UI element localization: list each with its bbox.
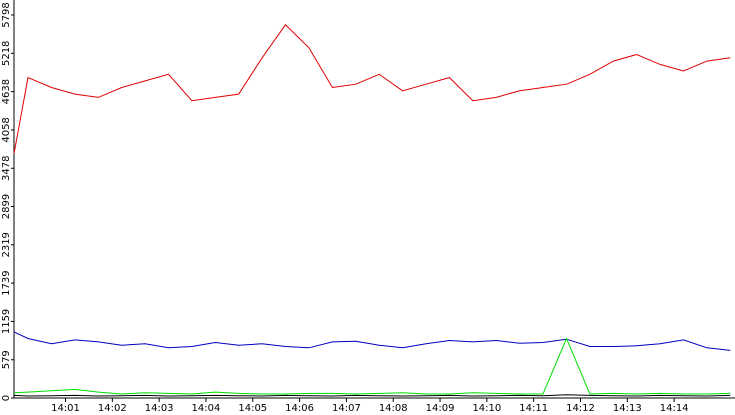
x-tick-label: 14:05 [238, 403, 267, 414]
x-tick-label: 14:01 [51, 403, 80, 414]
series-line [13, 394, 731, 397]
series-line [13, 24, 731, 154]
x-tick-label: 14:09 [426, 403, 455, 414]
x-tick-label: 14:13 [613, 403, 642, 414]
series-line [13, 331, 731, 351]
x-tick-label: 14:03 [145, 403, 174, 414]
x-tick-label: 14:11 [519, 403, 548, 414]
x-tick-label: 14:08 [379, 403, 408, 414]
y-tick-label: 4638 [1, 79, 12, 104]
y-tick-label: 1159 [1, 309, 12, 334]
x-tick-label: 14:12 [566, 403, 595, 414]
y-tick-label: 1739 [1, 270, 12, 295]
x-tick-label: 14:07 [332, 403, 361, 414]
y-tick-label: 3478 [1, 156, 12, 181]
x-tick-label: 14:06 [285, 403, 314, 414]
x-tick-label: 14:14 [660, 403, 689, 414]
y-tick-label: 2319 [1, 232, 12, 257]
y-tick-label: 5218 [1, 41, 12, 66]
series-line [13, 337, 731, 395]
y-tick-label: 2899 [1, 194, 12, 219]
x-tick-label: 14:02 [98, 403, 127, 414]
x-tick-label: 14:10 [472, 403, 501, 414]
y-tick-label: 0 [1, 395, 12, 401]
y-tick-label: 5798 [1, 2, 12, 27]
y-tick-label: 4058 [1, 117, 12, 142]
x-tick-label: 14:04 [192, 403, 221, 414]
y-tick-label: 579 [1, 350, 12, 369]
